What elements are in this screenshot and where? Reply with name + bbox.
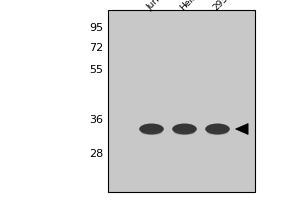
Text: 55: 55 xyxy=(89,65,103,75)
Ellipse shape xyxy=(205,123,230,134)
Ellipse shape xyxy=(141,131,162,135)
Text: 72: 72 xyxy=(89,43,103,53)
Ellipse shape xyxy=(139,123,164,134)
Text: 293: 293 xyxy=(211,0,230,12)
Ellipse shape xyxy=(174,131,195,135)
Text: 95: 95 xyxy=(89,23,103,33)
Text: 28: 28 xyxy=(89,149,103,159)
Text: 36: 36 xyxy=(89,115,103,125)
Ellipse shape xyxy=(207,131,228,135)
Ellipse shape xyxy=(172,123,197,134)
Text: Jurkat: Jurkat xyxy=(145,0,170,12)
Bar xyxy=(108,10,255,192)
Polygon shape xyxy=(236,124,248,134)
Text: Hela: Hela xyxy=(178,0,199,12)
